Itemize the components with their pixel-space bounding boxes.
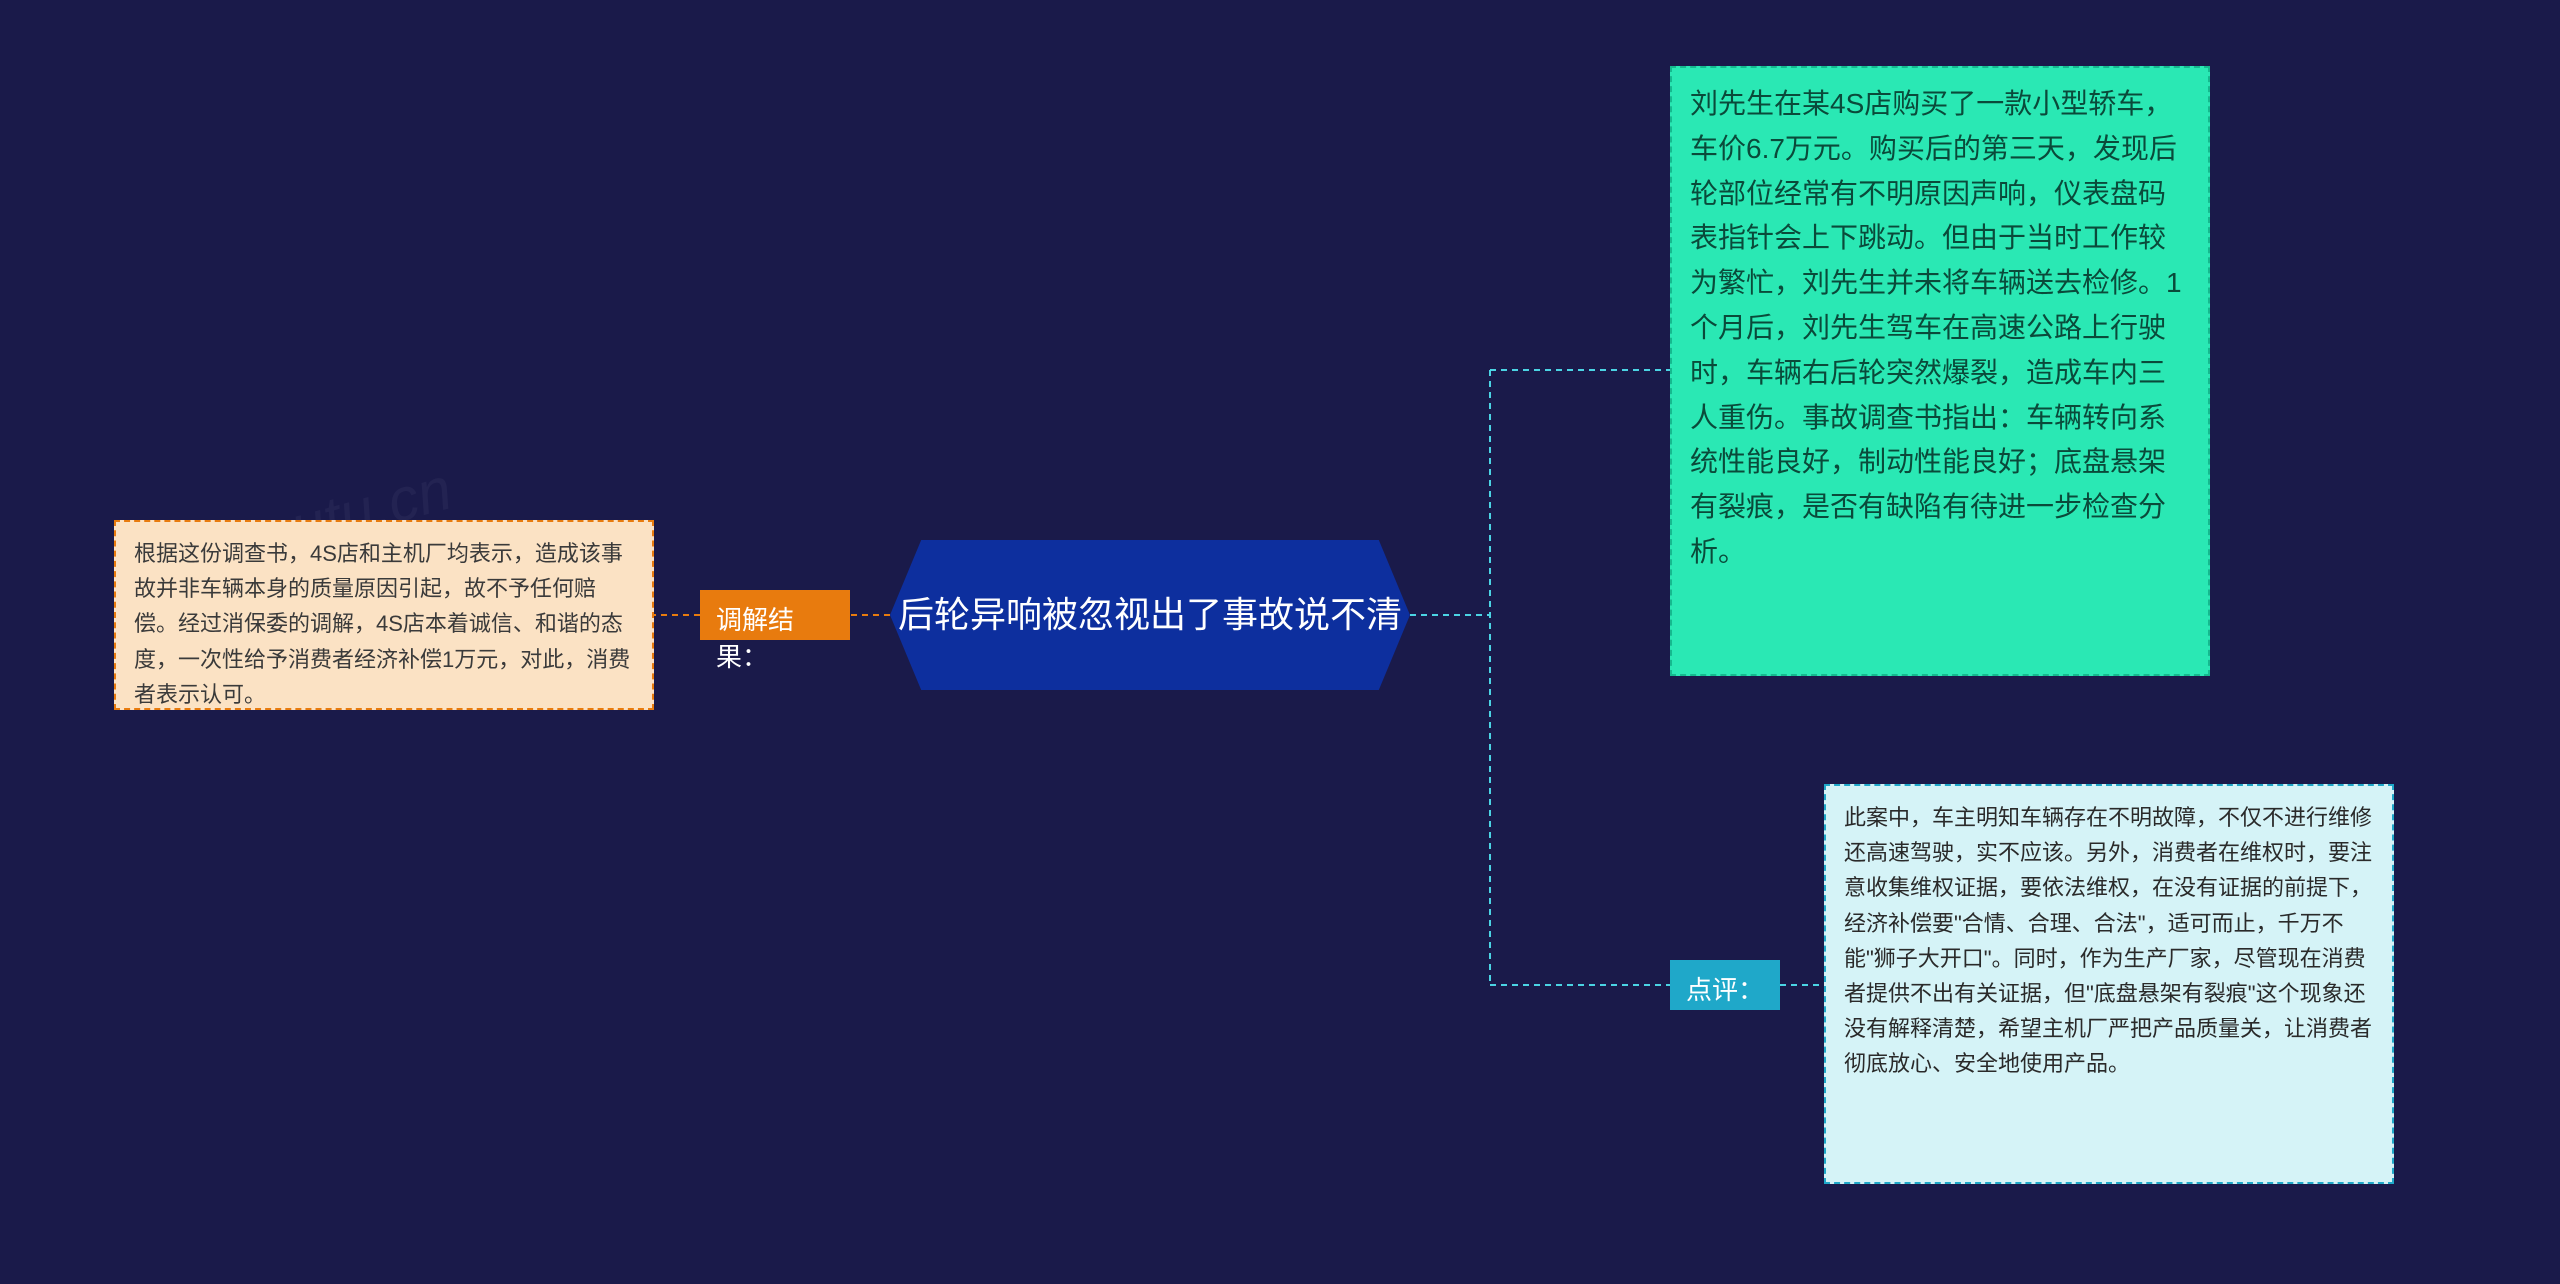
case-description-text: 刘先生在某4S店购买了一款小型轿车，车价6.7万元。购买后的第三天，发现后轮部位… <box>1690 88 2182 567</box>
mediation-result-text: 根据这份调查书，4S店和主机厂均表示，造成该事故并非车辆本身的质量原因引起，故不… <box>134 541 630 707</box>
commentary-text: 此案中，车主明知车辆存在不明故障，不仅不进行维修还高速驾驶，实不应该。另外，消费… <box>1844 805 2372 1076</box>
commentary-box: 此案中，车主明知车辆存在不明故障，不仅不进行维修还高速驾驶，实不应该。另外，消费… <box>1824 784 2394 1184</box>
mediation-result-label-text: 调解结果： <box>716 605 794 672</box>
mediation-result-box: 根据这份调查书，4S店和主机厂均表示，造成该事故并非车辆本身的质量原因引起，故不… <box>114 520 654 710</box>
commentary-label-text: 点评： <box>1686 975 1764 1005</box>
commentary-label: 点评： <box>1670 960 1780 1010</box>
center-topic-text: 后轮异响被忽视出了事故说不清 <box>898 588 1402 642</box>
center-topic: 后轮异响被忽视出了事故说不清 <box>890 540 1410 690</box>
case-description-box: 刘先生在某4S店购买了一款小型轿车，车价6.7万元。购买后的第三天，发现后轮部位… <box>1670 66 2210 676</box>
mediation-result-label: 调解结果： <box>700 590 850 640</box>
